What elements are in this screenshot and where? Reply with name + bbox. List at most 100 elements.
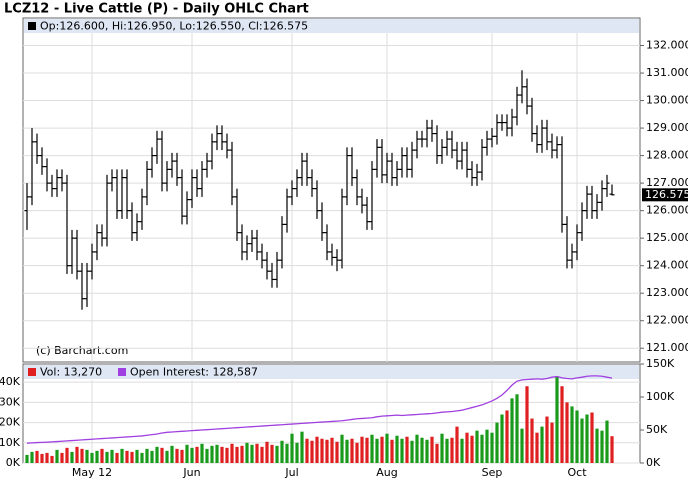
volume-bar xyxy=(500,414,504,463)
volume-bar xyxy=(25,454,29,463)
volume-bar xyxy=(360,436,364,463)
volume-bar xyxy=(270,444,274,463)
volume-bar xyxy=(605,420,609,463)
volume-bar xyxy=(65,447,69,463)
y-tick-label: 126.000 xyxy=(646,204,688,217)
volume-bar xyxy=(90,452,94,463)
y-tick-label: 127.000 xyxy=(646,176,688,189)
oi-legend: Open Interest: 128,587 xyxy=(130,366,258,379)
volume-bar xyxy=(235,446,239,463)
volume-bar xyxy=(550,422,554,463)
volume-bar xyxy=(55,449,59,463)
legend-strip xyxy=(24,365,639,379)
volume-bar xyxy=(50,455,54,463)
legend-swatch xyxy=(28,368,36,376)
volume-bar xyxy=(345,439,349,463)
volume-bar xyxy=(540,426,544,463)
volume-bar xyxy=(220,446,224,463)
volume-bar xyxy=(290,433,294,463)
volume-bar xyxy=(265,441,269,463)
volume-bar xyxy=(85,449,89,463)
volume-bar xyxy=(145,448,149,463)
volume-bar xyxy=(335,441,339,463)
volume-bar xyxy=(275,445,279,463)
volume-bar xyxy=(480,434,484,463)
volume-bar xyxy=(490,432,494,463)
volume-bar xyxy=(425,439,429,463)
y-tick-label: 30K xyxy=(0,395,21,408)
volume-bar xyxy=(465,432,469,463)
y2-tick-label: 0K xyxy=(646,456,661,469)
volume-bar xyxy=(460,438,464,463)
volume-bar xyxy=(475,430,479,463)
volume-bar xyxy=(450,437,454,463)
volume-bar xyxy=(575,410,579,463)
volume-bar xyxy=(495,422,499,463)
volume-bar xyxy=(395,435,399,463)
volume-bar xyxy=(100,448,104,463)
volume-bar xyxy=(125,450,129,463)
volume-bar xyxy=(300,431,304,463)
y2-tick-label: 50K xyxy=(646,423,668,436)
y-tick-label: 20K xyxy=(0,416,21,429)
volume-bar xyxy=(520,428,524,463)
y-tick-label: 132.000 xyxy=(646,39,688,52)
x-tick-label: Jul xyxy=(284,466,298,479)
chart-title: LCZ12 - Live Cattle (P) - Daily OHLC Cha… xyxy=(4,2,309,17)
volume-bar xyxy=(415,434,419,463)
volume-bar xyxy=(180,449,184,463)
volume-bar xyxy=(115,452,119,463)
volume-bar xyxy=(135,449,139,463)
x-tick-label: Oct xyxy=(567,466,587,479)
volume-bar xyxy=(40,453,44,463)
volume-bar xyxy=(535,432,539,463)
volume-bar xyxy=(350,438,354,463)
volume-bar xyxy=(565,402,569,463)
volume-bar xyxy=(60,452,64,463)
volume-bar xyxy=(165,450,169,463)
volume-bar xyxy=(160,447,164,463)
volume-bar xyxy=(320,438,324,463)
volume-bar xyxy=(295,442,299,463)
volume-bar xyxy=(255,443,259,463)
volume-bar xyxy=(445,438,449,463)
volume-bar xyxy=(485,429,489,463)
y-tick-label: 0K xyxy=(6,456,21,469)
volume-bar xyxy=(80,448,84,463)
volume-bar xyxy=(595,428,599,463)
y-tick-label: 10K xyxy=(0,436,21,449)
volume-bar xyxy=(240,445,244,463)
volume-bar xyxy=(120,448,124,463)
volume-bar xyxy=(365,437,369,463)
x-tick-label: Aug xyxy=(376,466,397,479)
y-tick-label: 123.000 xyxy=(646,286,688,299)
x-tick-label: Jun xyxy=(182,466,200,479)
volume-bar xyxy=(325,439,329,463)
volume-bar xyxy=(340,434,344,463)
volume-bar xyxy=(600,430,604,463)
legend-swatch xyxy=(118,368,126,376)
volume-bar xyxy=(225,447,229,463)
volume-bar xyxy=(285,443,289,463)
volume-bar xyxy=(400,438,404,463)
volume-bar xyxy=(70,451,74,463)
volume-bar xyxy=(385,433,389,463)
volume-bar xyxy=(355,442,359,463)
volume-bar xyxy=(155,446,159,463)
volume-bar xyxy=(420,437,424,463)
volume-bar xyxy=(205,448,209,463)
y-tick-label: 128.000 xyxy=(646,149,688,162)
volume-bar xyxy=(435,443,439,463)
y-tick-label: 40K xyxy=(0,375,21,388)
volume-bar xyxy=(250,444,254,463)
volume-bar xyxy=(405,436,409,463)
volume-bar xyxy=(75,446,79,463)
volume-bar xyxy=(110,449,114,463)
last-price: 126.575 xyxy=(645,188,688,201)
legend-strip xyxy=(24,19,639,33)
volume-bar xyxy=(305,438,309,463)
volume-bar xyxy=(315,436,319,463)
volume-bar xyxy=(455,426,459,463)
volume-bar xyxy=(380,436,384,463)
